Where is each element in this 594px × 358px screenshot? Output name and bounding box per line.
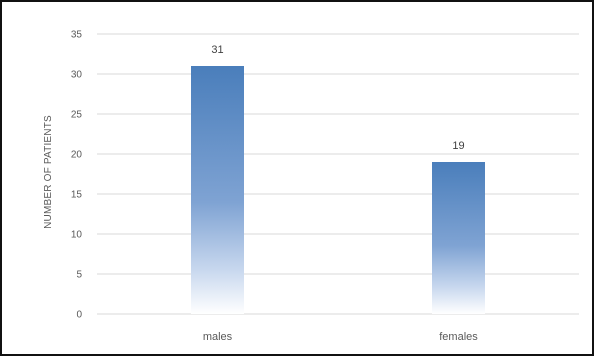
- y-tick-label-10: 10: [71, 230, 83, 241]
- gridlines: [97, 33, 579, 315]
- y-axis-label: NUMBER OF PATIENTS: [43, 115, 54, 229]
- y-tick-label-30: 30: [71, 70, 83, 81]
- data-label-females: 19: [452, 140, 464, 152]
- y-tick-label-0: 0: [76, 310, 82, 321]
- y-tick-label-25: 25: [71, 110, 83, 121]
- bar-males: [191, 66, 244, 314]
- x-axis-categories: males females: [203, 331, 478, 343]
- bar-females: [432, 162, 485, 314]
- x-category-label-males: males: [203, 331, 233, 343]
- y-tick-label-35: 35: [71, 30, 83, 41]
- y-tick-label-20: 20: [71, 150, 83, 161]
- bars: [191, 66, 485, 314]
- x-category-label-females: females: [439, 331, 478, 343]
- y-tick-label-5: 5: [76, 270, 82, 281]
- y-axis-ticks: 0 5 10 15 20 25 30 35: [71, 30, 83, 321]
- y-tick-label-15: 15: [71, 190, 83, 201]
- data-label-males: 31: [211, 44, 223, 56]
- data-labels: 31 19: [211, 44, 464, 152]
